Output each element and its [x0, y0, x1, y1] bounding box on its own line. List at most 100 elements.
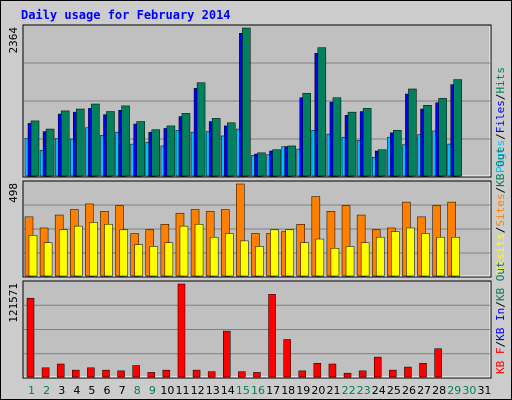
bar-hits	[30, 120, 40, 177]
bar-hits	[196, 82, 206, 177]
bar-kbytes	[343, 372, 352, 378]
legend-item: KB Out	[494, 147, 507, 187]
legend-item: KB In	[494, 308, 507, 341]
bar-kbytes	[253, 372, 261, 378]
x-tick-label: 22	[342, 384, 356, 397]
bar-visits	[270, 229, 279, 277]
right-legend: KB F/KB In/KB Out	[494, 261, 507, 374]
bar-visits	[255, 246, 264, 277]
bar-hits	[91, 103, 100, 177]
bar-hits	[302, 93, 311, 177]
legend-item: Pages	[494, 140, 507, 173]
bar-kbytes	[207, 371, 216, 378]
bar-hits	[45, 128, 55, 177]
x-tick-label: 2	[43, 384, 50, 397]
x-tick-label: 18	[281, 384, 295, 397]
x-tick-label: 20	[311, 384, 325, 397]
bar-visits	[58, 229, 68, 277]
bar-hits	[136, 121, 145, 177]
x-tick-label: 3	[58, 384, 65, 397]
x-tick-label: 29	[447, 384, 461, 397]
bar-kbytes	[56, 363, 65, 378]
bar-visits	[179, 225, 189, 277]
bar-visits	[240, 240, 249, 277]
bar-visits	[315, 238, 325, 277]
bar-hits	[257, 152, 266, 177]
x-tick-label: 9	[149, 384, 156, 397]
x-tick-label: 15	[236, 384, 250, 397]
bar-kbytes	[404, 366, 412, 378]
right-legend: Visits/Sites/KB Out	[494, 147, 507, 273]
bar-visits	[164, 242, 174, 277]
bar-visits	[225, 233, 234, 277]
bar-hits	[317, 47, 327, 177]
bar-kbytes	[177, 283, 186, 378]
bar-visits	[421, 233, 430, 277]
bar-kbytes	[419, 362, 427, 378]
bar-hits	[332, 97, 342, 177]
x-tick-label: 13	[206, 384, 220, 397]
x-tick-label: 11	[176, 384, 190, 397]
bar-visits	[345, 246, 355, 277]
bar-kbytes	[72, 369, 80, 378]
x-tick-label: 5	[88, 384, 95, 397]
bar-kbytes	[162, 369, 171, 378]
legend-item: KB F	[494, 348, 507, 375]
bar-kbytes	[313, 362, 322, 378]
legend-item: /	[494, 187, 507, 194]
bar-visits	[360, 242, 370, 277]
x-tick-label: 12	[191, 384, 205, 397]
bar-hits	[166, 125, 176, 177]
legend-item: /	[494, 227, 507, 234]
x-tick-label: 6	[104, 384, 111, 397]
x-tick-label: 19	[296, 384, 310, 397]
bar-visits	[375, 236, 385, 277]
bar-kbytes	[389, 369, 397, 378]
bar-visits	[285, 229, 294, 277]
x-tick-label: 4	[73, 384, 80, 397]
x-tick-label: 17	[266, 384, 280, 397]
bar-hits	[272, 149, 281, 177]
bar-visits	[406, 227, 415, 277]
bar-kbytes	[223, 330, 231, 378]
bar-kbytes	[41, 367, 50, 378]
x-tick-label: 1	[28, 384, 35, 397]
legend-item: Visits	[494, 233, 507, 273]
bar-hits	[393, 130, 402, 177]
y-max-label: 2364	[7, 27, 20, 54]
bar-hits	[438, 98, 447, 177]
bar-hits	[377, 149, 387, 177]
bar-hits	[76, 108, 85, 177]
x-tick-label: 28	[432, 384, 446, 397]
legend-item: /	[494, 301, 507, 308]
bar-kbytes	[87, 367, 95, 378]
bar-kbytes	[298, 370, 306, 378]
legend-item: Sites	[494, 194, 507, 227]
bar-visits	[104, 224, 113, 277]
bar-hits	[60, 110, 70, 177]
bar-hits	[362, 108, 372, 177]
bar-kbytes	[102, 369, 110, 378]
bar-hits	[423, 105, 432, 177]
bar-hits	[181, 113, 191, 177]
bar-kbytes	[268, 294, 276, 378]
bar-kbytes	[192, 369, 201, 378]
chart-title: Daily usage for February 2014	[21, 8, 231, 22]
bar-visits	[194, 224, 204, 277]
bar-visits	[451, 236, 460, 277]
x-tick-label: 31	[477, 384, 491, 397]
bar-visits	[43, 242, 53, 277]
y-max-label: 121571	[7, 283, 20, 323]
x-tick-label: 27	[417, 384, 431, 397]
legend-item: Hits	[494, 67, 507, 94]
bar-kbytes	[26, 297, 35, 378]
x-tick-label: 7	[119, 384, 126, 397]
bar-visits	[74, 225, 83, 277]
bar-kbytes	[147, 372, 156, 378]
bar-visits	[89, 222, 98, 277]
bar-hits	[151, 129, 161, 177]
x-tick-label: 24	[372, 384, 386, 397]
bar-visits	[391, 231, 400, 277]
